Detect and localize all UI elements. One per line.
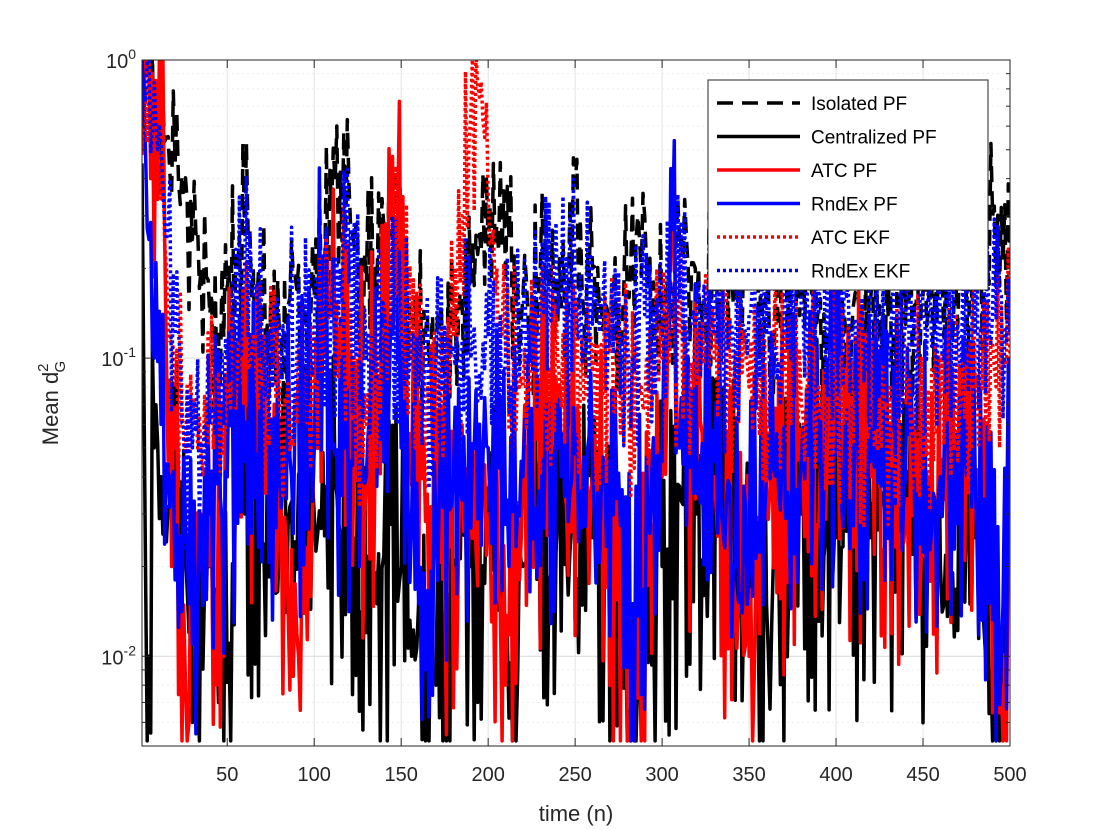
x-axis-label: time (n) (539, 801, 614, 826)
legend-label-isolated-pf: Isolated PF (811, 94, 907, 115)
y-tick-label-exponent: -2 (124, 642, 137, 658)
y-tick-label: 100 (106, 46, 136, 73)
x-tick-label: 100 (298, 764, 331, 786)
y-axis-label-sub: G (52, 361, 69, 373)
legend: Isolated PF Centralized PF ATC PF RndEx PF A… (707, 79, 989, 291)
x-tick-label: 350 (732, 764, 765, 786)
x-tick-label: 400 (819, 764, 852, 786)
y-tick-label: 10-1 (101, 344, 136, 371)
x-tick-label: 300 (645, 764, 678, 786)
x-tick-label: 150 (384, 764, 417, 786)
ticks (142, 59, 1011, 747)
axes-box (141, 59, 1011, 747)
y-tick-label: 10-2 (101, 642, 136, 669)
legend-box (707, 79, 989, 291)
y-tick-label-base: 10 (101, 647, 123, 669)
x-tick-labels: 50 100 150 200 250 300 350 400 450 500 (216, 764, 1027, 786)
legend-label-centralized-pf: Centralized PF (811, 128, 937, 149)
x-tick-label: 50 (216, 764, 238, 786)
series-line-atc-ekf (142, 60, 1010, 530)
y-axis-label-main: Mean d (38, 372, 63, 445)
x-tick-label: 450 (906, 764, 939, 786)
x-tick-label: 500 (993, 764, 1026, 786)
y-tick-label-base: 10 (106, 51, 128, 73)
x-tick-label: 200 (471, 764, 504, 786)
legend-label-rndex-ekf: RndEx EKF (811, 262, 910, 283)
legend-label-rndex-pf: RndEx PF (811, 195, 898, 216)
series-group (142, 60, 1010, 743)
series-line-rndex-pf (142, 60, 1010, 743)
y-axis-label-sup: 2 (35, 363, 52, 371)
y-tick-label-exponent: -1 (124, 344, 137, 360)
y-axis-label: Mean d2G (35, 361, 69, 445)
series-line-rndex-ekf (142, 60, 1010, 558)
x-tick-label: 250 (558, 764, 591, 786)
legend-label-atc-ekf: ATC EKF (811, 228, 890, 249)
y-tick-label-exponent: 0 (128, 46, 136, 62)
legend-label-atc-pf: ATC PF (811, 161, 877, 182)
svg-text:Mean d2G: Mean d2G (35, 361, 69, 445)
legend-items: Isolated PF Centralized PF ATC PF RndEx PF A… (717, 94, 937, 283)
y-tick-label-base: 10 (101, 349, 123, 371)
